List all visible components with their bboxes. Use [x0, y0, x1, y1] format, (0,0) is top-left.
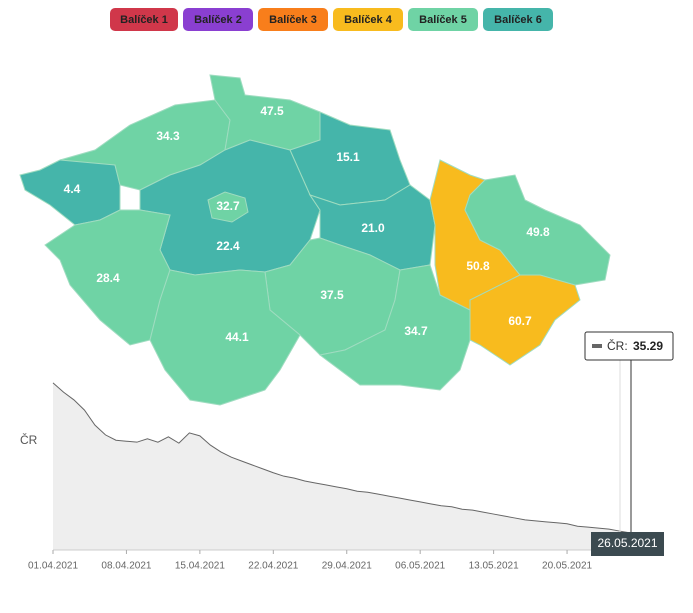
- x-tick-label: 01.04.2021: [28, 561, 78, 572]
- legend-label: Balíček 4: [344, 14, 393, 26]
- region-value: 22.4: [216, 239, 240, 253]
- legend-label: Balíček 3: [269, 14, 317, 26]
- region-value: 4.4: [64, 182, 81, 196]
- region[interactable]: [318, 264, 471, 391]
- x-tick-label: 22.04.2021: [248, 561, 298, 572]
- region-value: 50.8: [466, 259, 490, 273]
- tooltip-value: 35.29: [633, 339, 663, 353]
- region-value: 47.5: [260, 104, 284, 118]
- legend-button[interactable]: [483, 8, 553, 31]
- region-value: 21.0: [361, 221, 385, 235]
- region-value: 32.7: [216, 199, 240, 213]
- legend-button[interactable]: [258, 8, 328, 31]
- legend-label: Balíček 1: [120, 14, 168, 26]
- region[interactable]: [19, 154, 121, 226]
- x-tick-label: 08.04.2021: [101, 561, 151, 572]
- legend-button[interactable]: [408, 8, 478, 31]
- x-tick-label: 15.04.2021: [175, 561, 225, 572]
- region[interactable]: [469, 274, 581, 366]
- legend-label: Balíček 2: [194, 14, 242, 26]
- region-value: 44.1: [225, 330, 249, 344]
- tooltip-box: [584, 331, 674, 361]
- region-value: 34.3: [156, 129, 180, 143]
- region-value: 60.7: [508, 314, 532, 328]
- legend-button[interactable]: [333, 8, 403, 31]
- date-label: 26.05.2021: [597, 536, 657, 550]
- area: [53, 382, 630, 550]
- legend-label: Balíček 5: [419, 14, 467, 26]
- x-tick-label: 20.05.2021: [542, 561, 592, 572]
- legend-button[interactable]: [183, 8, 253, 31]
- x-tick-label: 06.05.2021: [395, 561, 445, 572]
- region-value: 28.4: [96, 271, 120, 285]
- tooltip-label: ČR:: [607, 338, 628, 353]
- tooltip-swatch: [592, 344, 602, 348]
- legend-button[interactable]: [110, 8, 178, 31]
- region-value: 15.1: [336, 150, 360, 164]
- date-box: [591, 532, 664, 556]
- line: [52, 382, 631, 534]
- region[interactable]: [207, 191, 249, 223]
- region-value: 37.5: [320, 288, 344, 302]
- legend-label: Balíček 6: [494, 14, 542, 26]
- x-tick-label: 13.05.2021: [469, 561, 519, 572]
- region-value: 49.8: [526, 225, 550, 239]
- region[interactable]: [149, 269, 301, 406]
- region-value: 34.7: [404, 324, 428, 338]
- series-label: ČR: [20, 432, 38, 447]
- x-tick-label: 29.04.2021: [322, 561, 372, 572]
